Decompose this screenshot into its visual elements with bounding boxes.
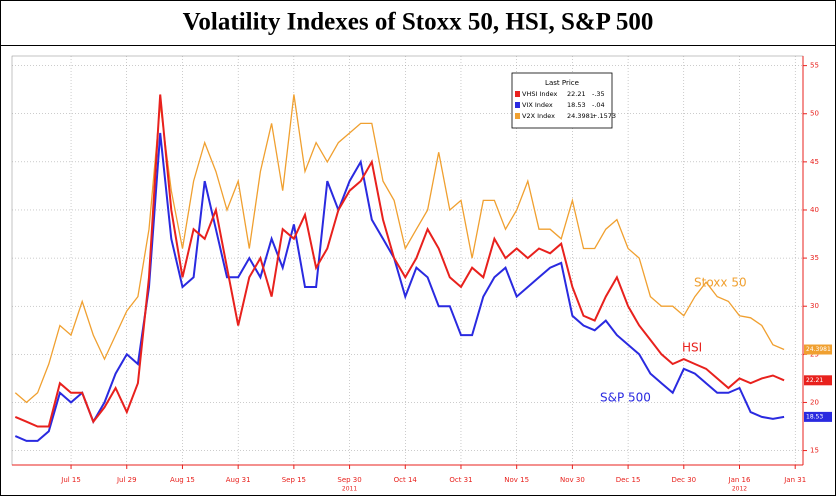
x-tick-label: Nov 30 (560, 476, 585, 484)
y-tick-label: 35 (810, 254, 819, 262)
x-tick-label: Jan 31 (783, 476, 806, 484)
legend-last: 22.21 (567, 90, 586, 98)
series-annotation: S&P 500 (600, 391, 651, 405)
x-tick-label: Sep 30 (337, 476, 361, 484)
y-tick-label: 45 (810, 158, 819, 166)
x-tick-label: Oct 14 (394, 476, 418, 484)
legend-title: Last Price (545, 79, 579, 87)
last-price-tag-label: 18.53 (806, 413, 823, 420)
x-tick-label: Aug 31 (226, 476, 251, 484)
legend (511, 72, 613, 129)
x-tick-label: Dec 30 (671, 476, 696, 484)
x-tick-label: Nov 15 (504, 476, 529, 484)
chart-title: Volatility Indexes of Stoxx 50, HSI, S&P… (183, 9, 654, 36)
legend-name: VHSI Index (522, 90, 557, 98)
y-tick-label: 20 (810, 398, 819, 406)
x-tick-label: Sep 15 (282, 476, 306, 484)
legend-name: V2X Index (522, 112, 555, 120)
y-tick-label: 40 (810, 206, 819, 214)
y-tick-label: 30 (810, 302, 819, 310)
legend-last: 24.3981 (567, 112, 594, 120)
y-tick-label: 55 (810, 62, 819, 70)
last-price-tag-label: 24.3981 (806, 346, 831, 353)
series-annotation: HSI (682, 341, 702, 355)
series-annotation: Stoxx 50 (694, 276, 747, 290)
x-tick-label: Jan 16 (728, 476, 751, 484)
legend-swatch (515, 91, 520, 97)
x-tick-label: Jul 15 (60, 476, 81, 484)
last-price-tag (804, 411, 832, 422)
x-tick-label: Aug 15 (170, 476, 195, 484)
x-year-label: 2011 (342, 486, 357, 493)
x-tick-label: Jul 29 (116, 476, 137, 484)
legend-swatch (515, 102, 520, 108)
last-price-tag (804, 344, 832, 355)
legend-name: VIX Index (522, 101, 553, 109)
last-price-tag (804, 375, 832, 386)
x-tick-label: Oct 31 (449, 476, 472, 484)
y-tick-label: 15 (810, 447, 819, 455)
legend-last: 18.53 (567, 101, 586, 109)
series-line (14, 94, 785, 428)
y-tick-label: 50 (810, 110, 819, 118)
x-tick-label: Dec 15 (616, 476, 641, 484)
legend-swatch (515, 113, 520, 119)
legend-change: -.04 (592, 101, 605, 109)
last-price-tag-label: 22.21 (806, 377, 823, 384)
x-year-label: 2012 (732, 486, 747, 493)
series-line (14, 94, 785, 404)
legend-change: -.35 (592, 90, 605, 98)
legend-change: +.1573 (592, 112, 616, 120)
